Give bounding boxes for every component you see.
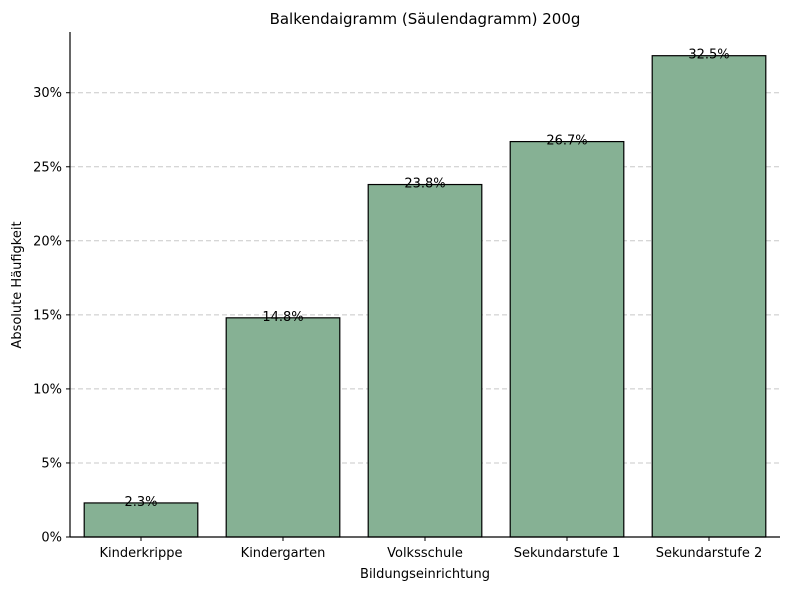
- y-tick-label: 0%: [41, 531, 62, 546]
- x-tick-label: Kinderkrippe: [100, 546, 183, 561]
- bar-value-label: 32.5%: [688, 48, 729, 63]
- x-tick-label: Sekundarstufe 2: [656, 546, 763, 561]
- y-tick-label: 20%: [33, 234, 62, 249]
- y-tick-label: 25%: [33, 160, 62, 175]
- x-tick-label: Volksschule: [387, 546, 463, 561]
- bar: [225, 317, 341, 538]
- bar-value-label: 2.3%: [124, 495, 157, 510]
- bar: [651, 55, 767, 538]
- bar-value-label: 26.7%: [546, 134, 587, 149]
- bar: [509, 140, 625, 538]
- y-axis-label: Absolute Häufigkeit: [10, 221, 25, 348]
- chart-title: Balkendaigramm (Säulendagramm) 200g: [270, 10, 581, 28]
- x-tick-label: Sekundarstufe 1: [514, 546, 621, 561]
- y-tick-label: 5%: [41, 456, 62, 471]
- x-tick-label: Kindergarten: [241, 546, 326, 561]
- y-tick-label: 30%: [33, 86, 62, 101]
- y-ticks: 0% 5% 10% 15% 20% 25% 30%: [33, 86, 70, 546]
- x-ticks: Kinderkrippe Kindergarten Volksschule Sekun…: [100, 537, 763, 561]
- y-tick-label: 10%: [33, 382, 62, 397]
- y-tick-label: 15%: [33, 308, 62, 323]
- data-labels: 2.3% 14.8% 23.8% 26.7% 32.5%: [124, 48, 729, 510]
- bar: [83, 502, 199, 538]
- bar-value-label: 14.8%: [262, 310, 303, 325]
- bars: [83, 55, 767, 538]
- x-axis-label: Bildungseinrichtung: [360, 567, 490, 582]
- bar: [367, 183, 483, 538]
- bar-value-label: 23.8%: [404, 177, 445, 192]
